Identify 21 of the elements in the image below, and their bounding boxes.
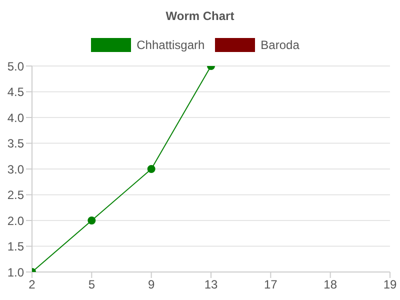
x-tick-label: 19 (383, 278, 397, 292)
y-tick-label: 2.5 (7, 188, 24, 202)
legend-label: Baroda (260, 38, 300, 52)
point (88, 216, 96, 224)
y-tick-label: 5.0 (7, 59, 24, 74)
y-tick-label: 1.0 (7, 265, 24, 280)
x-tick-label: 2 (28, 278, 36, 292)
x-tick-label: 9 (148, 278, 155, 292)
legend-label: Chhattisgarh (136, 38, 205, 52)
x-tick-label: 5 (88, 278, 96, 292)
x-tick-label: 13 (204, 278, 218, 292)
chart-title: Worm Chart (164, 9, 236, 23)
y-tick-label: 4.5 (7, 85, 24, 100)
y-tick-label: 1.5 (7, 240, 24, 254)
y-tick-label: 4.0 (7, 110, 24, 125)
y-tick-label: 2.0 (7, 214, 24, 228)
x-tick-label: 17 (264, 278, 278, 292)
y-tick-label: 3.0 (7, 162, 24, 176)
y-tick-label: 3.5 (7, 136, 24, 151)
point (147, 165, 156, 173)
x-tick-label: 18 (324, 278, 338, 292)
